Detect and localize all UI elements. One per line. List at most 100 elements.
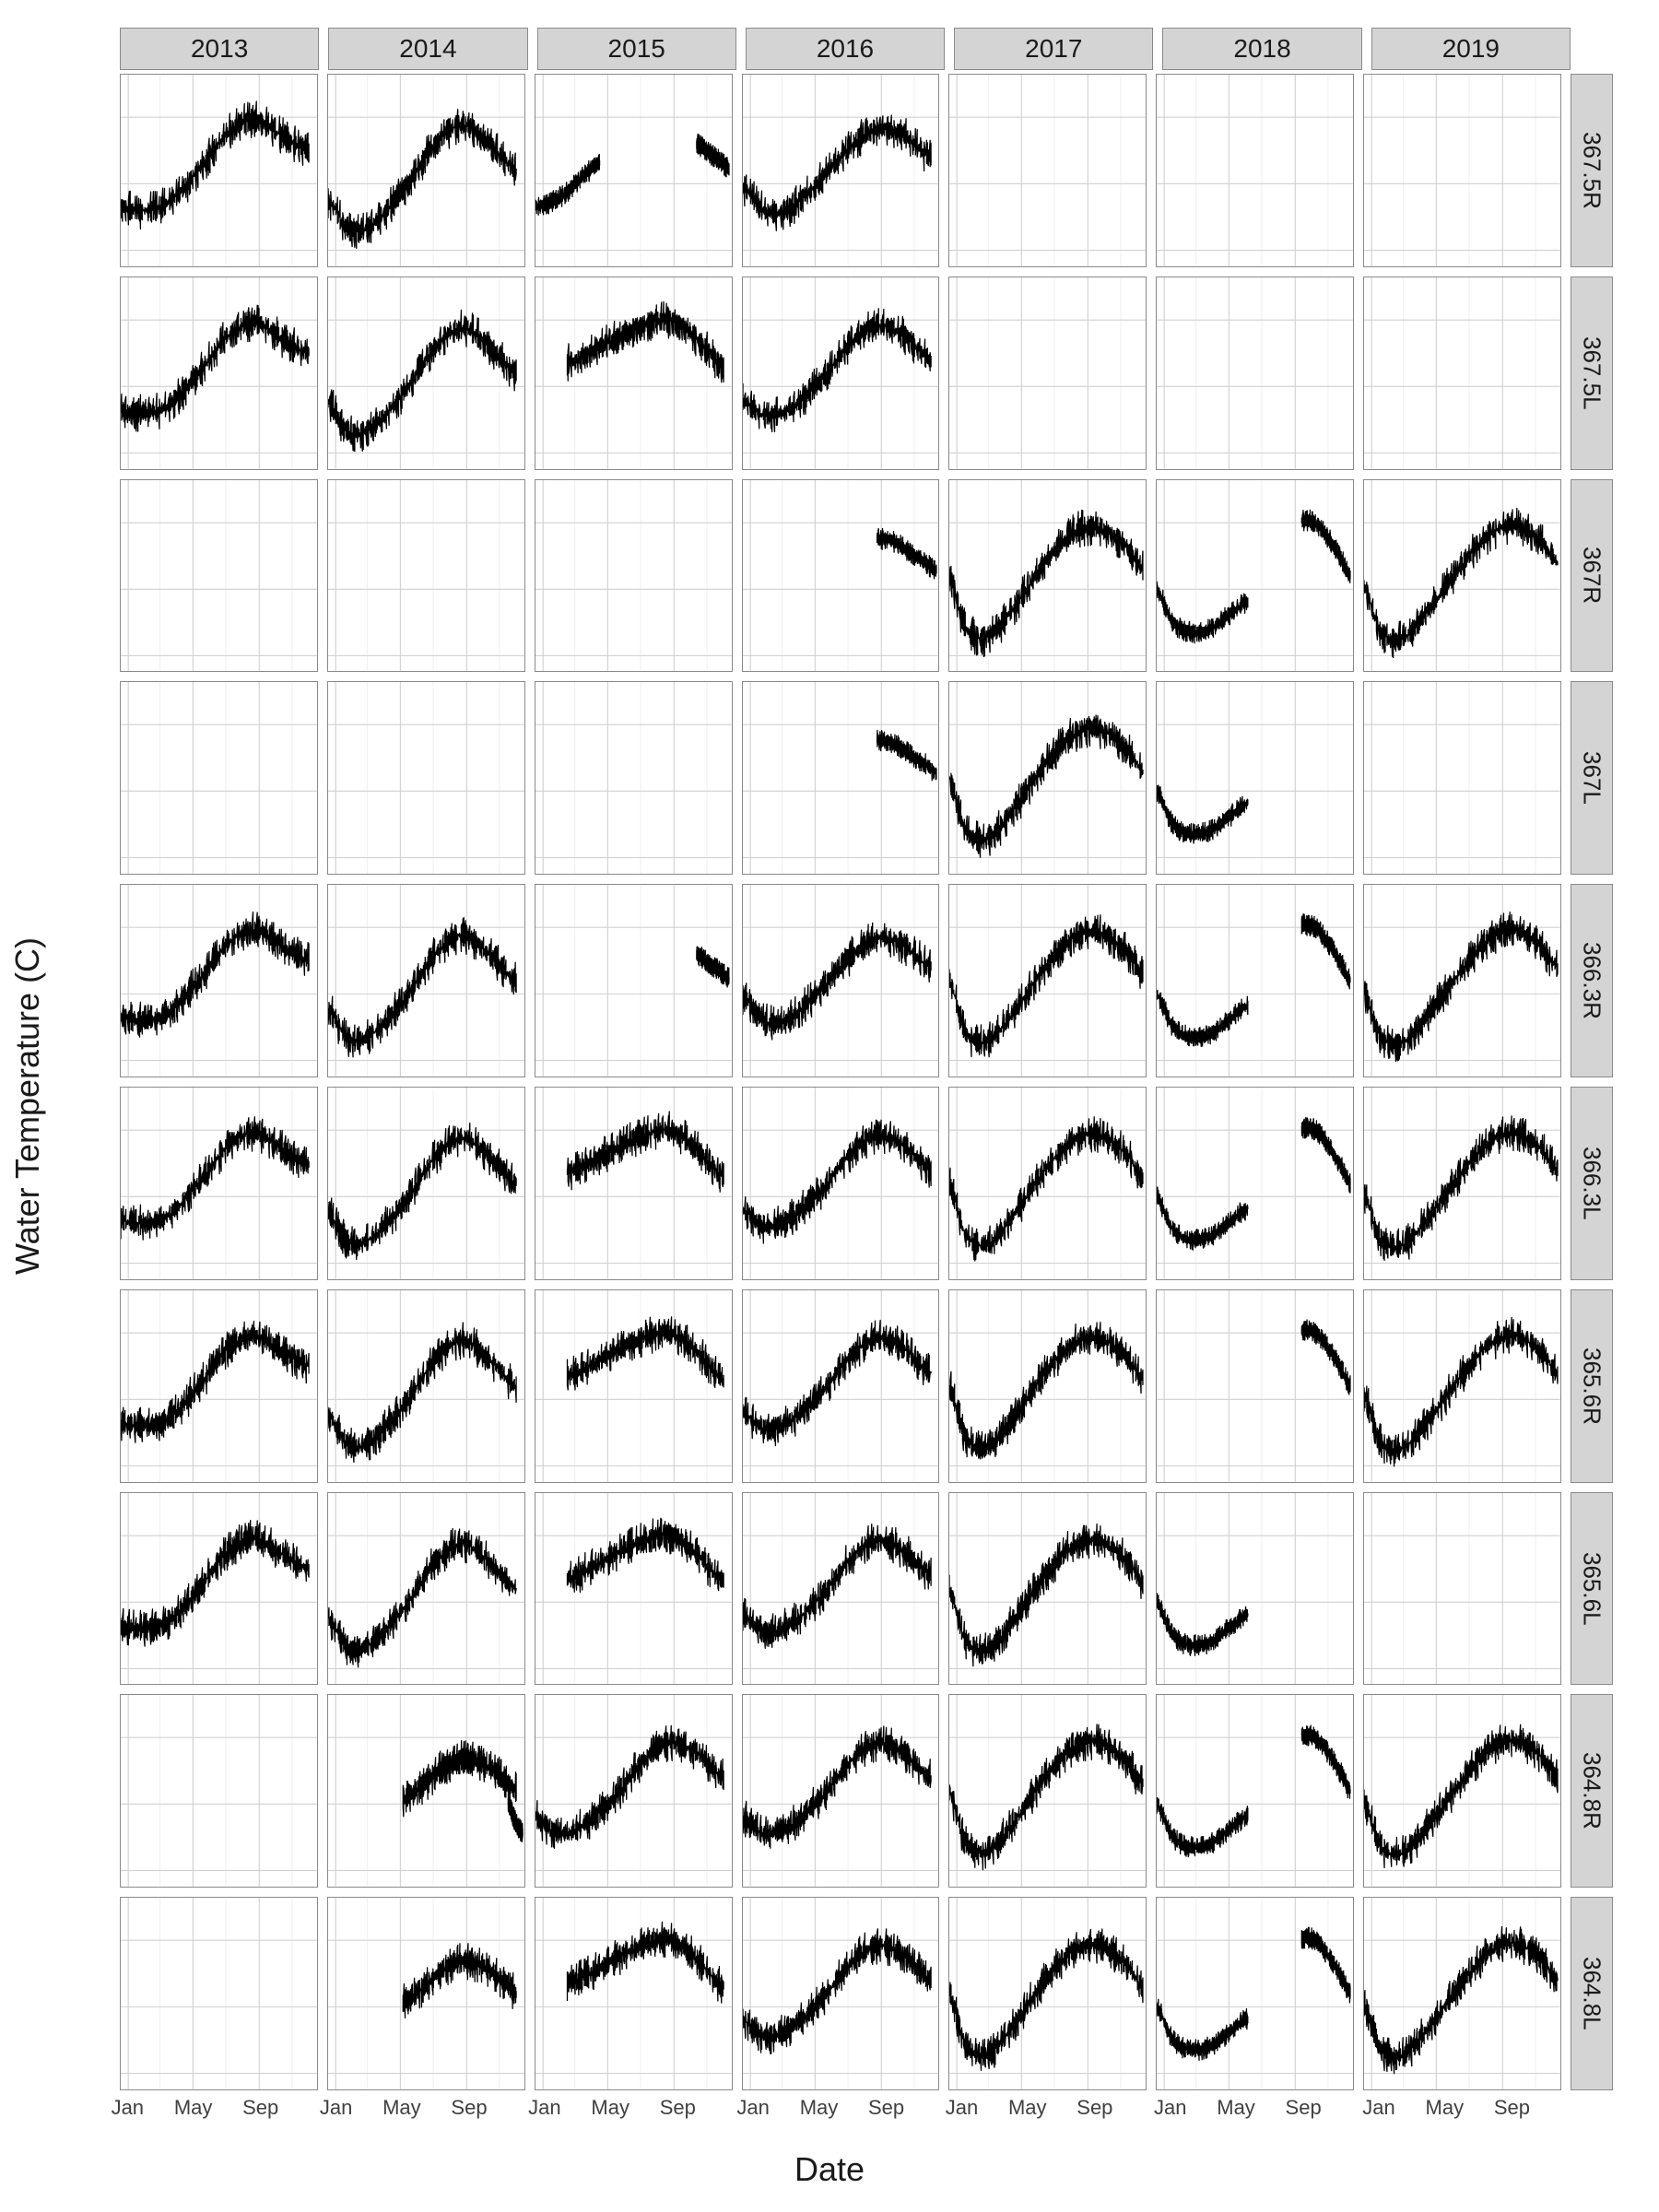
facet-panel [1363,276,1561,470]
series-path [121,912,309,1038]
series-path [743,1120,931,1243]
column-strip-label: 2013 [191,34,248,64]
facet-row: 0510 367.5L [120,276,1613,470]
facet-panel [1156,479,1354,673]
series-path [328,1528,516,1666]
facet-row: 0510366.3R [120,884,1613,1077]
facet-panel [948,74,1147,267]
facet-panel [1156,681,1354,875]
x-tick-label: May [174,2096,213,2120]
column-strip: 2014 [328,28,527,70]
facet-panel [742,276,940,470]
row-strip-label: 365.6L [1578,1552,1606,1626]
row-strip: 367.5R [1571,74,1613,267]
series-path [567,1518,724,1592]
x-tick-label: May [1426,2096,1465,2120]
facet-panel [742,884,940,1077]
series-path [949,1117,1143,1261]
facet-panel [535,479,733,673]
facet-panel [1363,74,1561,267]
facet-panel [948,276,1147,470]
series-path [121,305,309,431]
series-path [1302,1117,1351,1193]
facet-row: 0510 365.6R [120,1289,1613,1483]
row-strip: 366.3R [1571,884,1613,1077]
column-strip: 2018 [1162,28,1361,70]
series-path [743,924,931,1041]
x-tick-label: Sep [451,2096,487,2120]
series-path [1302,510,1351,582]
series-path [743,1726,931,1848]
facet-panel: 0510 [120,1289,318,1483]
series-path [1157,1798,1248,1857]
series-path [1157,581,1248,642]
facet-panel [742,1492,940,1686]
column-strip-row: 2013201420152016201720182019 [120,28,1571,70]
facet-panel: 0510 [120,74,318,267]
facet-panel [327,1289,525,1483]
series-path [743,1524,931,1648]
series-path [743,115,931,230]
x-tick-label: Sep [1286,2096,1322,2120]
row-strip-label: 366.3R [1578,942,1606,1019]
x-tick-label: Jan [1362,2096,1394,2120]
facet-row: 0510366.3L [120,1087,1613,1280]
facet-panel [1363,479,1561,673]
x-tick-label: Jan [1154,2096,1186,2120]
x-tick-label: May [382,2096,421,2120]
facet-panel [1156,1289,1354,1483]
series-path [1302,1725,1351,1798]
facet-row: 0510364.8R [120,1694,1613,1888]
series-path [1364,1725,1558,1868]
series-path [328,918,516,1057]
series-path [1364,1116,1558,1260]
x-tick-label: Jan [320,2096,352,2120]
facet-panel [742,1897,940,2090]
series-path [567,301,724,382]
x-tick-group: JanMaySep [537,2096,736,2129]
series-path [535,154,600,215]
facet-panel [948,884,1147,1077]
x-tick-label: Sep [242,2096,278,2120]
row-strip-label: 364.8R [1578,1752,1606,1830]
y-axis-title: Water Temperature (C) [8,937,47,1275]
row-strip: 367.5L [1571,276,1613,470]
x-tick-label: Jan [528,2096,560,2120]
column-strip-label: 2018 [1233,34,1290,64]
x-tick-group: JanMaySep [1371,2096,1571,2129]
facet-panel [1156,1492,1354,1686]
series-path [328,310,516,451]
facet-panel [948,479,1147,673]
column-strip-label: 2016 [817,34,874,64]
facet-panel [1363,1289,1561,1483]
series-path [1364,1927,1558,2074]
row-strip: 364.8R [1571,1694,1613,1888]
facet-panel [742,1289,940,1483]
series-path [1157,991,1248,1047]
x-tick-group: JanMaySep [120,2096,319,2129]
facet-panel [1156,276,1354,470]
facet-panel: 0510 [120,276,318,470]
series-path [877,731,935,781]
row-strip-label: 364.8L [1578,1957,1606,2030]
row-strip-label: 365.6R [1578,1347,1606,1425]
row-strip-label: 367.5L [1578,336,1606,410]
x-tick-label: Jan [112,2096,144,2120]
row-strip: 367L [1571,681,1613,875]
series-path [877,528,935,578]
series-path [1364,1317,1558,1465]
facet-panel [535,681,733,875]
row-strip: 364.8L [1571,1897,1613,2090]
series-path [1157,785,1248,843]
series-path [121,1117,309,1240]
facet-panel [948,1897,1147,2090]
facet-row: 0510364.8L [120,1897,1613,2090]
facet-panel: 0510 [120,681,318,875]
series-path [121,1321,309,1442]
facet-panel [948,1289,1147,1483]
facet-panel [327,74,525,267]
facet-panel [327,1897,525,2090]
facet-panel [742,681,940,875]
series-path [1302,1320,1351,1394]
facet-row: 0510365.6L [120,1492,1613,1686]
